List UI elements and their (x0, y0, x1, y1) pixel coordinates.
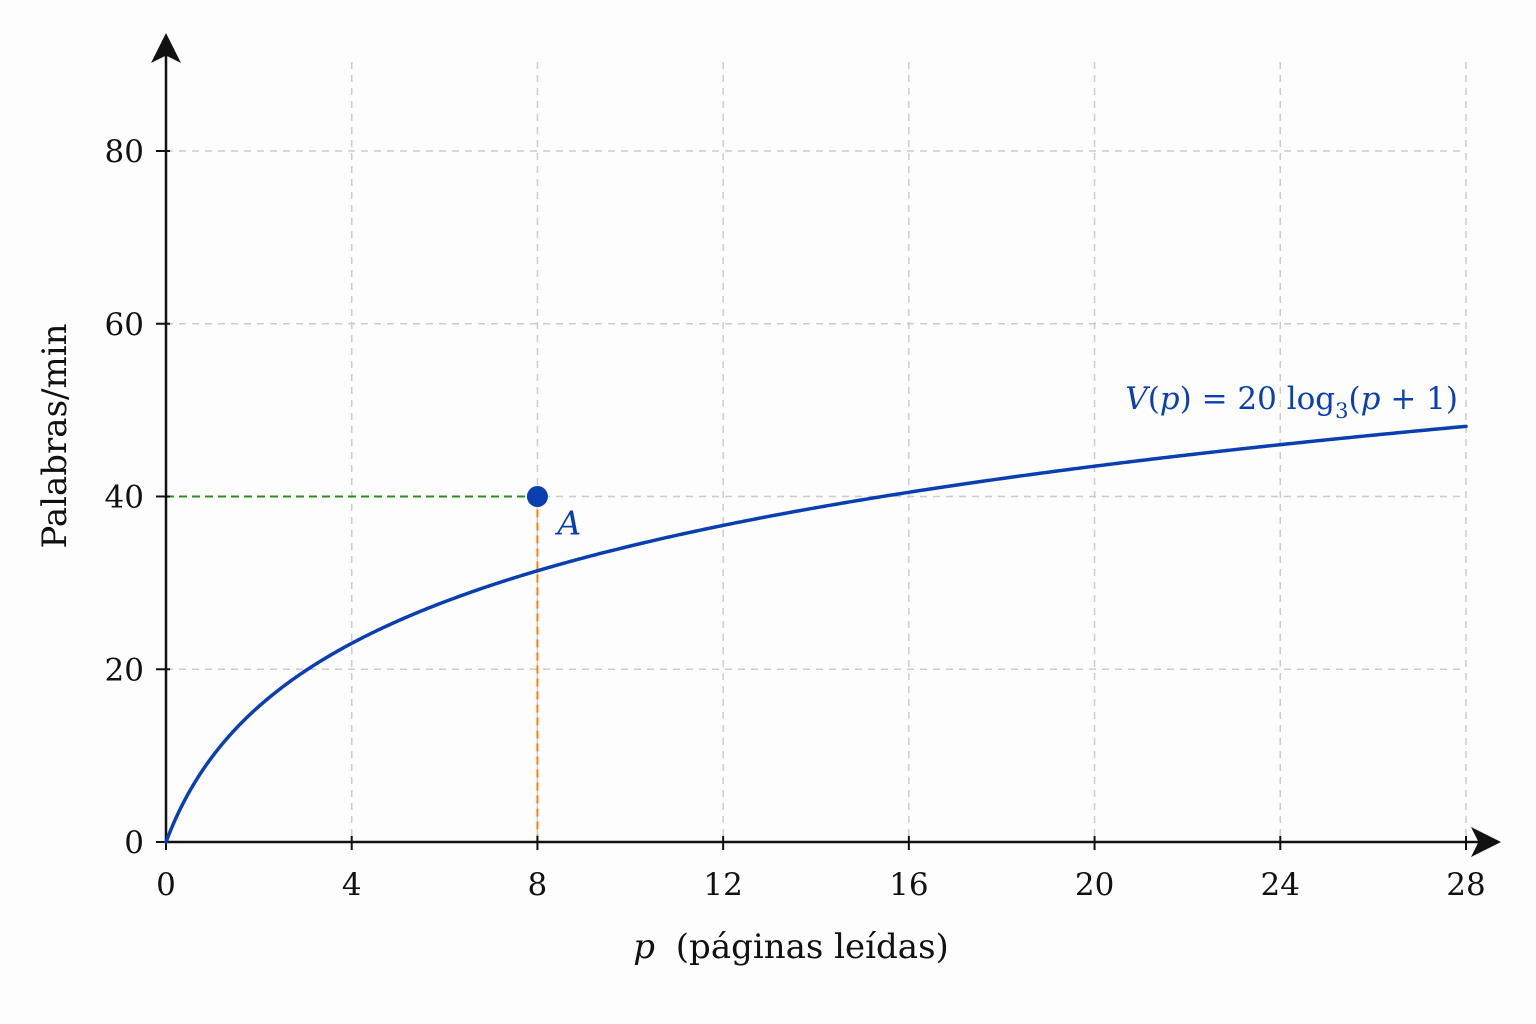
x-tick-label-20: 20 (1075, 867, 1114, 903)
func-label-arg-p: p (1361, 381, 1381, 417)
axes (151, 33, 1501, 857)
func-label-p: p (1160, 381, 1180, 417)
x-axis-variable: p (633, 927, 655, 967)
x-axis-text: (páginas leídas) (676, 927, 949, 967)
x-tick-label-28: 28 (1446, 867, 1485, 903)
grid-lines (166, 62, 1467, 842)
y-tick-label-20: 20 (105, 652, 144, 688)
func-label-V: V (1125, 381, 1151, 417)
series-line-V (164, 424, 1468, 844)
tick-labels: 0 4 8 12 16 20 24 28 0 20 40 60 80 (105, 134, 1486, 903)
y-tick-label-0: 0 (124, 825, 144, 861)
x-tick-label-4: 4 (342, 867, 362, 903)
y-tick-label-80: 80 (105, 134, 144, 170)
point-A-marker (526, 486, 548, 507)
guide-lines (166, 495, 539, 842)
function-label: V(p) = 20 log3(p + 1) (1125, 381, 1458, 423)
x-tick-label-0: 0 (156, 867, 176, 903)
labels: p (páginas leídas) Palabras/min V(p) = 2… (35, 324, 1458, 967)
func-label-arg-rest: + 1) (1381, 381, 1459, 417)
func-label-arg-open: ( (1349, 381, 1361, 417)
func-label-open: ( (1148, 381, 1160, 417)
func-label-base: 3 (1335, 399, 1348, 423)
x-axis-label: p (páginas leídas) (633, 927, 949, 967)
x-tick-label-12: 12 (703, 867, 742, 903)
x-tick-label-16: 16 (889, 867, 928, 903)
y-tick-label-40: 40 (105, 480, 144, 516)
y-tick-label-60: 60 (105, 307, 144, 343)
x-tick-label-24: 24 (1261, 867, 1300, 903)
function-curve (164, 424, 1468, 844)
point-A-label: A (554, 504, 581, 543)
y-axis-label: Palabras/min (35, 324, 75, 549)
highlight-point-group: A (526, 486, 581, 543)
func-label-mid: ) = 20 log (1180, 381, 1336, 417)
x-tick-label-8: 8 (528, 867, 548, 903)
